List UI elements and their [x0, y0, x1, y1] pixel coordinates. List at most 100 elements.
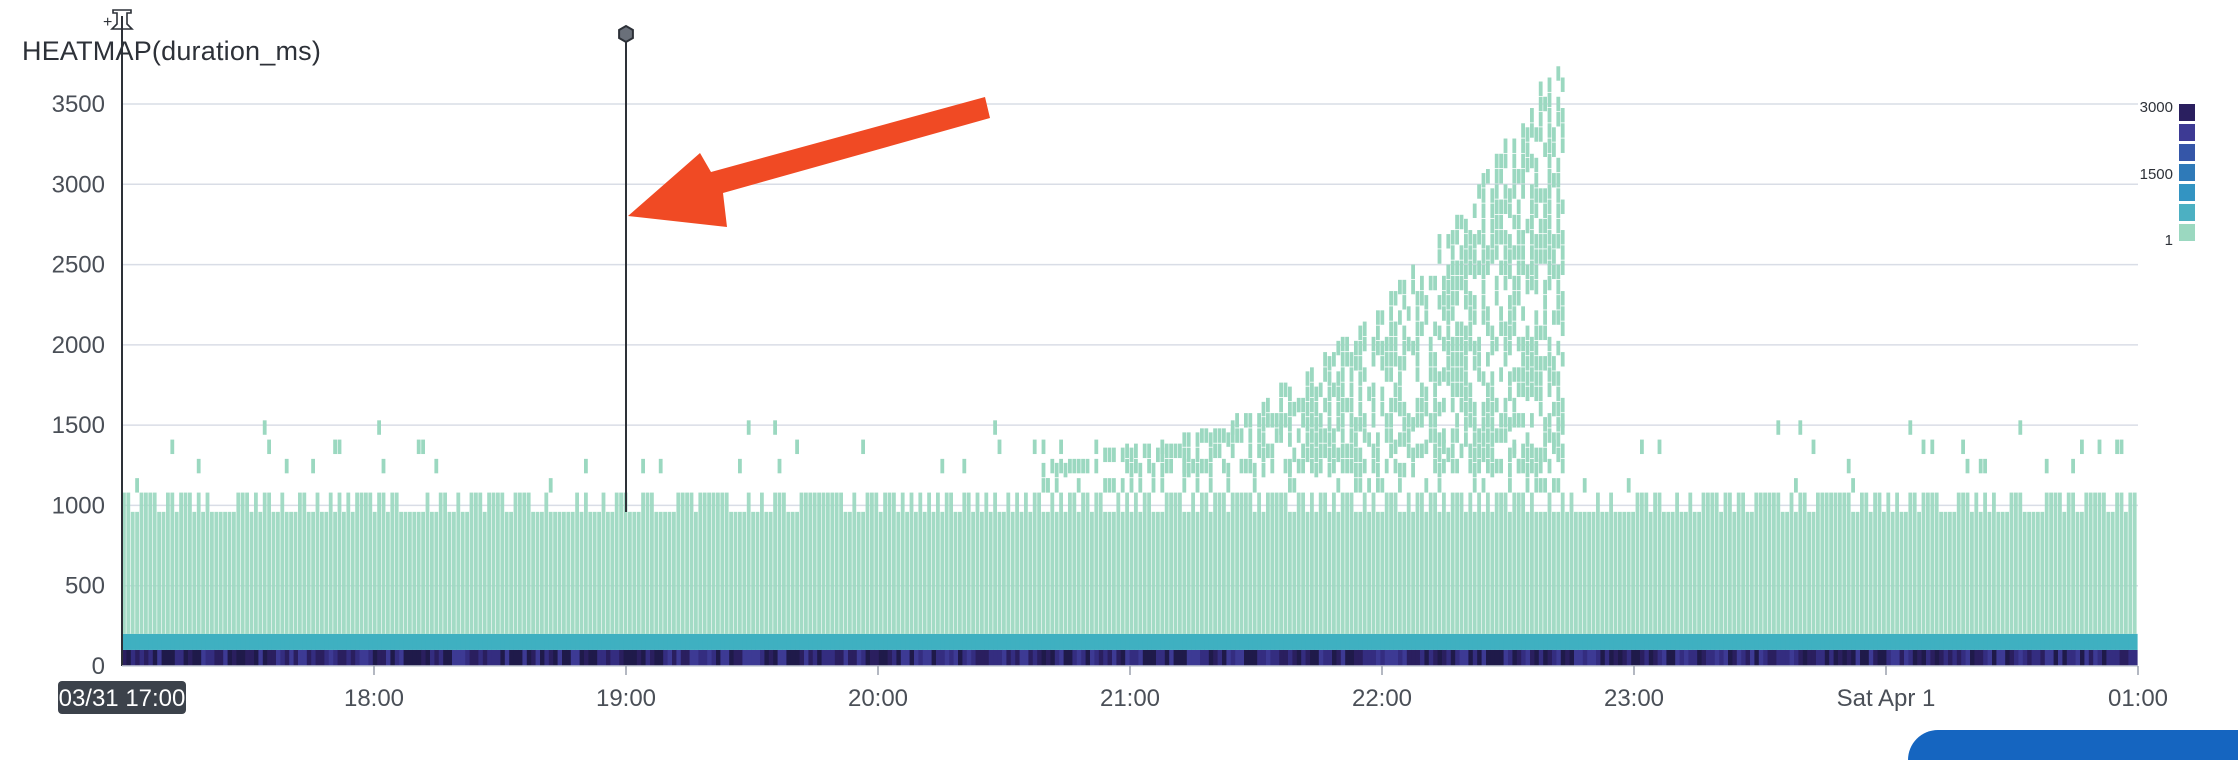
heatmap-cell	[2044, 649, 2050, 666]
heatmap-cell	[1490, 386, 1495, 402]
heatmap-cell	[223, 511, 227, 634]
heatmap-cell	[1530, 413, 1534, 428]
heatmap-cell	[557, 649, 563, 666]
heatmap-cell	[1846, 649, 1852, 666]
heatmap-cell	[1547, 199, 1552, 214]
heatmap-cell	[892, 633, 897, 650]
heatmap-cell	[1930, 439, 1935, 455]
heatmap-cell	[320, 511, 324, 634]
heatmap-cell	[1085, 633, 1091, 650]
heatmap-cell	[1538, 386, 1543, 402]
heatmap-cell	[870, 633, 875, 650]
heatmap-cell	[1371, 458, 1376, 474]
heatmap-cell	[1530, 382, 1534, 398]
heatmap-cell	[280, 633, 286, 650]
heatmap-cell	[135, 511, 139, 634]
heatmap-cell	[1745, 633, 1751, 650]
heatmap-cell	[1182, 633, 1188, 650]
heatmap-cell	[1582, 478, 1587, 493]
heatmap-cell	[1508, 386, 1512, 402]
heatmap-cell	[1362, 367, 1367, 382]
heatmap-cell	[795, 511, 799, 634]
heatmap-cell	[540, 511, 544, 634]
heatmap-cell	[1525, 371, 1530, 386]
heatmap-cell	[1464, 386, 1468, 402]
heatmap-cell	[1846, 633, 1852, 650]
heatmap-cell	[465, 511, 469, 634]
heatmap-cell	[1283, 458, 1288, 474]
heatmap-cell	[1402, 325, 1407, 341]
heatmap-cell	[1367, 478, 1371, 493]
heatmap-cell	[1371, 492, 1376, 634]
heatmap-cell	[1516, 245, 1521, 260]
heatmap-cell	[1213, 633, 1218, 650]
bottom-action-pill[interactable]	[1908, 730, 2238, 760]
heatmap-cell	[1838, 633, 1843, 650]
heatmap-cell	[1512, 633, 1518, 650]
heatmap-cell	[1327, 386, 1332, 402]
heatmap-cell	[1728, 633, 1733, 650]
heatmap-cell	[333, 511, 337, 634]
heatmap-cell	[958, 511, 962, 634]
heatmap-cell	[1411, 511, 1415, 634]
heatmap-cell	[394, 649, 400, 666]
heatmap-cell	[1002, 633, 1007, 650]
heatmap-cell	[1239, 458, 1244, 474]
heatmap-cell	[975, 492, 980, 634]
heatmap-cell	[1472, 203, 1477, 219]
heatmap-cell	[562, 649, 567, 666]
heatmap-cell	[1314, 633, 1320, 650]
heatmap-cell	[135, 649, 140, 666]
heatmap-cell	[1948, 633, 1953, 650]
heatmap-cell	[1257, 649, 1262, 666]
heatmap-cell	[1992, 492, 1996, 634]
heatmap-cell	[196, 458, 201, 474]
heatmap-cell	[1200, 428, 1204, 443]
heatmap-cell	[1486, 169, 1490, 184]
heatmap-cell	[1041, 478, 1046, 493]
heatmap-cell	[227, 511, 232, 634]
heatmap-cell	[2097, 649, 2103, 666]
heatmap-cell	[1327, 462, 1332, 478]
heatmap-cell	[1292, 401, 1297, 417]
heatmap-cell	[205, 492, 210, 634]
heatmap-cell	[1552, 432, 1556, 447]
heatmap-cell	[826, 633, 831, 650]
heatmap-cell	[830, 649, 836, 666]
heatmap-cell	[214, 511, 219, 634]
heatmap-cell	[1257, 492, 1261, 634]
heatmap-cell	[821, 633, 827, 650]
heatmap-cell	[1112, 447, 1116, 463]
heatmap-cell	[826, 649, 831, 666]
heatmap-cell	[1169, 443, 1173, 459]
heatmap-cell	[1437, 325, 1442, 341]
heatmap-cell	[1464, 371, 1468, 386]
heatmap-cell	[896, 511, 901, 634]
heatmap-cell	[2066, 649, 2072, 666]
heatmap-cell	[1574, 649, 1579, 666]
heatmap-cell	[764, 649, 770, 666]
heatmap-cell	[1314, 649, 1320, 666]
heatmap-cell	[1160, 633, 1166, 650]
heatmap-cell	[1688, 633, 1694, 650]
heatmap-cell	[1477, 492, 1481, 634]
heatmap-cell	[1340, 352, 1345, 367]
heatmap-cell	[1807, 633, 1812, 650]
heatmap-cell	[1587, 633, 1592, 650]
heatmap-cell	[2022, 649, 2028, 666]
heatmap-cell	[1301, 649, 1306, 666]
heatmap-cell	[1428, 336, 1433, 352]
heatmap-cell	[1838, 492, 1842, 634]
heatmap-cell	[1301, 413, 1305, 428]
heatmap-cell	[1516, 382, 1521, 398]
heatmap-cell	[1354, 462, 1358, 478]
heatmap-cell	[1406, 492, 1411, 634]
heatmap-cell	[2009, 633, 2015, 650]
heatmap-cell	[1323, 633, 1328, 650]
heatmap-cell	[1494, 214, 1499, 230]
heatmap-cell	[1437, 447, 1442, 463]
heatmap-cell	[161, 649, 167, 666]
heatmap-cell	[377, 633, 382, 650]
heatmap-cell	[1248, 633, 1254, 650]
heatmap-cell	[1059, 439, 1063, 455]
